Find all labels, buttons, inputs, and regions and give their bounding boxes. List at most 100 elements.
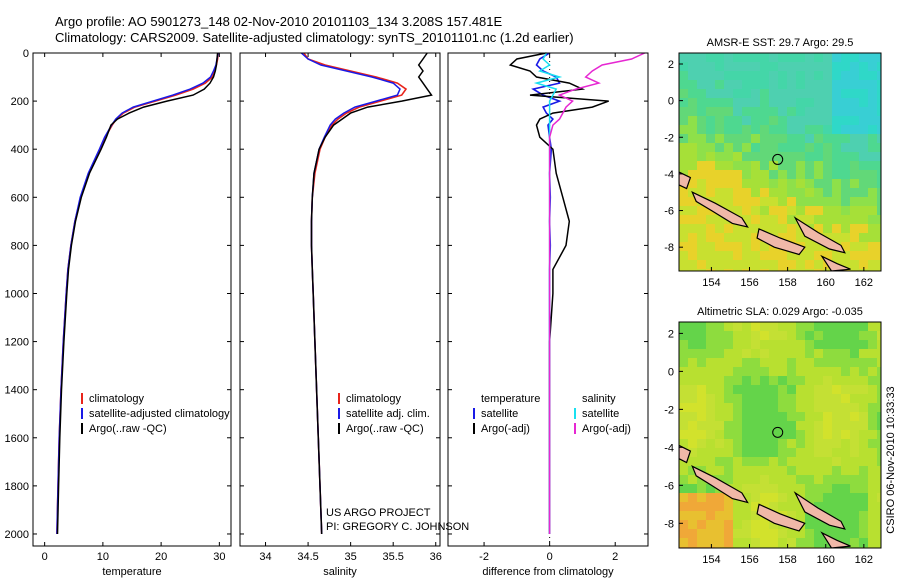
sla-cell: [769, 466, 778, 475]
sla-argo-marker: [772, 426, 784, 438]
sla-cell: [724, 421, 733, 430]
sla-cell: [697, 502, 706, 511]
sla-cell: [688, 394, 697, 403]
sla-cell: [877, 520, 881, 529]
sla-cell: [877, 394, 881, 403]
sla-cell: [688, 448, 697, 457]
sla-cell: [868, 457, 877, 466]
sla-cell: [787, 484, 796, 493]
sla-cell: [823, 475, 832, 484]
sla-cell: [796, 466, 805, 475]
sla-cell: [823, 340, 832, 349]
sla-cell: [850, 511, 859, 520]
sst-cell: [832, 107, 841, 116]
sla-cell: [877, 538, 881, 547]
sla-cell: [787, 502, 796, 511]
sla-cell: [823, 367, 832, 376]
sla-cell: [841, 358, 850, 367]
sst-cell: [778, 53, 787, 62]
sst-cell: [751, 251, 760, 260]
sst-cell: [688, 143, 697, 152]
sst-cell: [760, 260, 769, 269]
sst-cell: [859, 152, 868, 161]
sla-cell: [706, 493, 715, 502]
sst-cell: [850, 80, 859, 89]
sla-cell: [877, 367, 881, 376]
sla-cell: [769, 475, 778, 484]
sla-cell: [706, 484, 715, 493]
sla-cell: [868, 322, 877, 331]
sla-cell: [814, 430, 823, 439]
sst-cell: [877, 98, 881, 107]
sla-cell: [760, 376, 769, 385]
sst-cell: [679, 71, 688, 80]
sst-cell: [706, 224, 715, 233]
salinity-series-2: [310, 52, 433, 535]
sla-cell: [877, 475, 881, 484]
sla-cell: [688, 430, 697, 439]
sla-cell: [787, 493, 796, 502]
sst-cell: [751, 206, 760, 215]
sla-cell: [706, 466, 715, 475]
sst-cell: [805, 161, 814, 170]
sla-cell: [760, 457, 769, 466]
sla-cell: [742, 376, 751, 385]
sla-cell: [760, 520, 769, 529]
sst-cell: [706, 89, 715, 98]
sla-cell: [796, 385, 805, 394]
sla-cell: [805, 358, 814, 367]
sst-cell: [823, 188, 832, 197]
sla-cell: [760, 340, 769, 349]
sla-cell: [850, 394, 859, 403]
sla-cell: [877, 466, 881, 475]
sst-cell: [679, 143, 688, 152]
sst-cell: [697, 260, 706, 269]
sla-cell: [805, 421, 814, 430]
sla-cell: [679, 493, 688, 502]
sla-cell: [841, 520, 850, 529]
sla-cell: [751, 394, 760, 403]
sst-cell: [715, 125, 724, 134]
sst-cell: [787, 188, 796, 197]
sla-cell: [742, 394, 751, 403]
sla-cell: [832, 502, 841, 511]
sst-cell: [679, 80, 688, 89]
sla-island: [756, 503, 806, 532]
sst-cell: [724, 260, 733, 269]
sla-cell: [715, 439, 724, 448]
sla-cell: [697, 448, 706, 457]
sst-cell: [706, 125, 715, 134]
sla-cell: [715, 322, 724, 331]
sst-cell: [751, 188, 760, 197]
sla-cell: [724, 412, 733, 421]
sla-cell: [706, 376, 715, 385]
sst-cell: [814, 152, 823, 161]
sla-cell: [832, 358, 841, 367]
sst-cell: [697, 89, 706, 98]
sla-cell: [742, 322, 751, 331]
sst-cell: [688, 62, 697, 71]
sst-cell: [832, 71, 841, 80]
sla-cell: [850, 367, 859, 376]
sla-xtick-label: 156: [740, 554, 758, 566]
sst-cell: [805, 170, 814, 179]
sla-cell: [679, 511, 688, 520]
sst-cell: [778, 269, 787, 271]
sst-cell: [778, 116, 787, 125]
sla-cell: [715, 331, 724, 340]
sla-cell: [733, 394, 742, 403]
sla-cell: [877, 349, 881, 358]
sla-cell: [697, 430, 706, 439]
sla-cell: [733, 529, 742, 538]
sst-cell: [751, 134, 760, 143]
sla-cell: [742, 520, 751, 529]
sla-ytick-label: 0: [668, 366, 674, 378]
sla-cell: [850, 457, 859, 466]
sla-cell: [769, 421, 778, 430]
sst-cell: [778, 170, 787, 179]
sst-cell: [796, 197, 805, 206]
sla-cell: [814, 421, 823, 430]
sst-cell: [841, 116, 850, 125]
sla-cell: [697, 439, 706, 448]
sst-cell: [769, 161, 778, 170]
